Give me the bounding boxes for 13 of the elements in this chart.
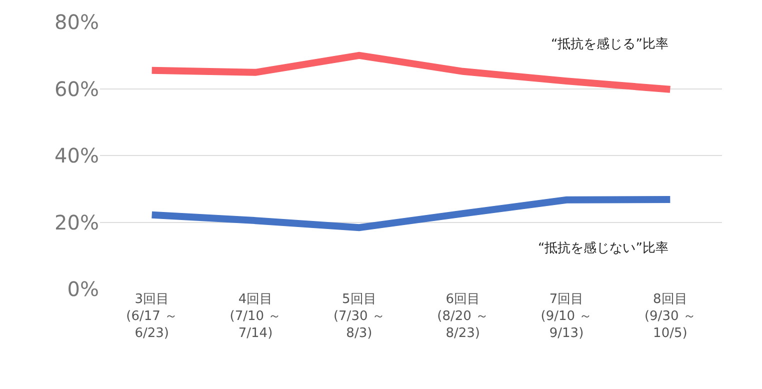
x-tick-label: 6回目 (8/20 ～ 8/23) [437,292,489,341]
text: “抵抗を感じない”比率 [538,240,668,256]
y-tick-label: 40% [54,144,99,168]
y-tick-label: 0% [67,277,99,301]
x-tick-label: 5回目 (7/30 ～ 8/3) [333,292,385,341]
x-tick-label: 8回目 (9/30 ～ 10/5) [644,292,696,341]
y-tick-label: 60% [54,76,99,101]
x-tick-label: 4回目 (7/10 ～ 7/14) [230,292,282,341]
y-tick-label: 80% [54,10,99,34]
y-tick-label: 20% [54,210,99,234]
x-tick-label: 7回目 (9/10 ～ 9/13) [540,292,592,341]
x-tick-label: 3回目 (6/17 ～ 6/23) [126,292,178,341]
text: “抵抗を感じる”比率 [551,36,668,52]
